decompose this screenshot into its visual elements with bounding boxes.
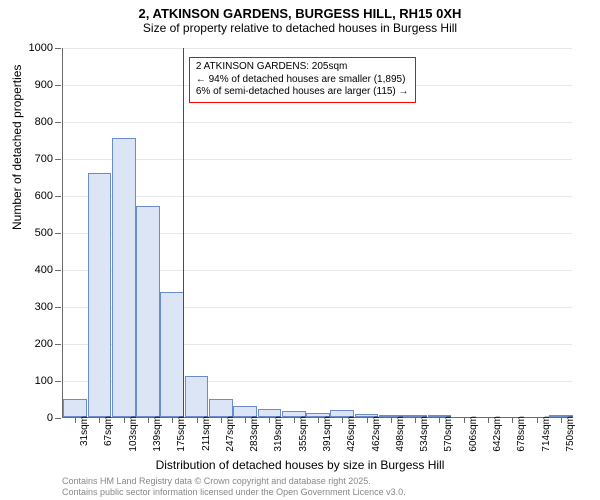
y-tick <box>55 48 61 49</box>
gridline <box>63 159 572 160</box>
gridline <box>63 48 572 49</box>
x-tick <box>221 417 222 423</box>
x-tick <box>172 417 173 423</box>
x-tick-label: 31sqm <box>79 416 90 446</box>
x-tick <box>99 417 100 423</box>
y-tick <box>55 307 61 308</box>
footer-line2: Contains public sector information licen… <box>62 487 590 498</box>
y-tick <box>55 418 61 419</box>
x-tick <box>318 417 319 423</box>
gridline <box>63 196 572 197</box>
x-tick <box>488 417 489 423</box>
x-tick <box>124 417 125 423</box>
histogram-bar <box>63 399 87 418</box>
annotation-line: 2 ATKINSON GARDENS: 205sqm <box>196 61 409 74</box>
annotation-box: 2 ATKINSON GARDENS: 205sqm← 94% of detac… <box>189 57 416 103</box>
chart-title: 2, ATKINSON GARDENS, BURGESS HILL, RH15 … <box>0 6 600 21</box>
y-tick <box>55 159 61 160</box>
annotation-line: 6% of semi-detached houses are larger (1… <box>196 86 409 99</box>
y-tick-label: 600 <box>35 190 53 202</box>
x-tick <box>464 417 465 423</box>
x-tick-label: 498sqm <box>395 416 406 452</box>
x-tick-label: 211sqm <box>201 416 212 451</box>
x-tick-label: 355sqm <box>298 416 309 452</box>
x-tick-label: 175sqm <box>176 416 187 452</box>
y-tick-label: 400 <box>35 264 53 276</box>
y-tick-label: 200 <box>35 338 53 350</box>
plot-area: 0100200300400500600700800900100031sqm67s… <box>62 48 572 418</box>
x-tick <box>415 417 416 423</box>
x-tick-label: 570sqm <box>443 416 454 452</box>
x-tick <box>294 417 295 423</box>
x-tick-label: 678sqm <box>516 416 527 452</box>
histogram-bar <box>136 206 160 417</box>
x-tick-label: 750sqm <box>565 416 576 452</box>
y-tick-label: 900 <box>35 79 53 91</box>
x-tick-label: 67sqm <box>103 416 114 446</box>
y-tick-label: 500 <box>35 227 53 239</box>
histogram-bar <box>209 399 233 418</box>
x-tick-label: 319sqm <box>273 416 284 452</box>
y-axis-label: Number of detached properties <box>10 65 24 230</box>
histogram-bar <box>185 376 209 417</box>
y-tick-label: 100 <box>35 375 53 387</box>
y-tick-label: 300 <box>35 301 53 313</box>
y-tick <box>55 270 61 271</box>
y-tick <box>55 85 61 86</box>
x-tick <box>269 417 270 423</box>
x-tick-label: 534sqm <box>419 416 430 452</box>
x-tick <box>197 417 198 423</box>
histogram-bar <box>88 173 112 417</box>
x-tick-label: 426sqm <box>346 416 357 452</box>
footer-attribution: Contains HM Land Registry data © Crown c… <box>62 476 590 498</box>
y-tick-label: 800 <box>35 116 53 128</box>
x-tick-label: 391sqm <box>322 416 333 452</box>
x-tick-label: 642sqm <box>492 416 503 452</box>
x-tick <box>391 417 392 423</box>
reference-marker-line <box>183 48 184 417</box>
footer-line1: Contains HM Land Registry data © Crown c… <box>62 476 590 487</box>
x-tick-label: 283sqm <box>249 416 260 452</box>
x-tick <box>367 417 368 423</box>
y-tick <box>55 122 61 123</box>
y-tick-label: 1000 <box>29 42 53 54</box>
x-tick <box>512 417 513 423</box>
histogram-bar <box>160 292 184 417</box>
x-tick-label: 247sqm <box>225 416 236 452</box>
x-tick <box>561 417 562 423</box>
x-tick <box>245 417 246 423</box>
y-tick <box>55 196 61 197</box>
y-tick <box>55 233 61 234</box>
annotation-line: ← 94% of detached houses are smaller (1,… <box>196 74 409 87</box>
y-tick-label: 0 <box>47 412 53 424</box>
x-tick-label: 103sqm <box>128 416 139 452</box>
y-tick <box>55 344 61 345</box>
chart-subtitle: Size of property relative to detached ho… <box>0 21 600 35</box>
x-tick-label: 139sqm <box>152 416 163 452</box>
x-tick-label: 462sqm <box>371 416 382 452</box>
gridline <box>63 122 572 123</box>
chart-container: 2, ATKINSON GARDENS, BURGESS HILL, RH15 … <box>0 0 600 500</box>
x-tick <box>148 417 149 423</box>
histogram-bar <box>112 138 136 417</box>
title-block: 2, ATKINSON GARDENS, BURGESS HILL, RH15 … <box>0 0 600 35</box>
y-tick <box>55 381 61 382</box>
x-tick <box>439 417 440 423</box>
x-tick-label: 606sqm <box>468 416 479 452</box>
x-tick <box>342 417 343 423</box>
x-tick <box>75 417 76 423</box>
y-tick-label: 700 <box>35 153 53 165</box>
x-tick <box>537 417 538 423</box>
x-axis-label: Distribution of detached houses by size … <box>0 458 600 472</box>
x-tick-label: 714sqm <box>541 416 552 452</box>
